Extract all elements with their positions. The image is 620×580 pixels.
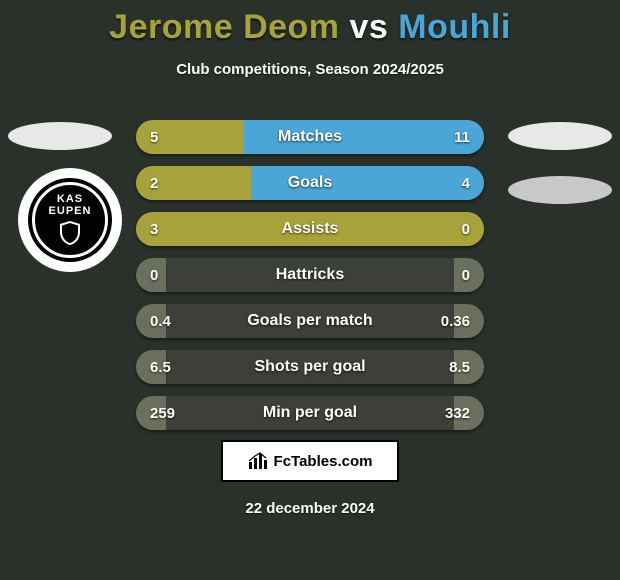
stat-row-cap-right xyxy=(454,258,484,292)
title-player1: Jerome Deom xyxy=(109,8,339,46)
stat-row-cap-right xyxy=(454,350,484,384)
infographic-container: Jerome Deom vs Mouhli Club competitions,… xyxy=(0,0,620,580)
stat-row: Min per goal259332 xyxy=(136,396,484,430)
stat-row-fill-player1 xyxy=(136,166,251,200)
title-vs: vs xyxy=(350,8,389,46)
stat-row: Shots per goal6.58.5 xyxy=(136,350,484,384)
player2-club-placeholder xyxy=(508,176,612,204)
stat-row-cap-right xyxy=(454,396,484,430)
stat-row-fill-player1 xyxy=(136,120,244,154)
stat-row-bg xyxy=(136,304,484,338)
title-player2: Mouhli xyxy=(398,8,511,46)
stat-row-fill-player2 xyxy=(244,120,484,154)
stat-row-cap-left xyxy=(136,396,166,430)
stat-row-cap-left xyxy=(136,350,166,384)
stat-row-fill-player2 xyxy=(251,166,484,200)
footer-brand-text: FcTables.com xyxy=(274,453,373,470)
stat-row-cap-right xyxy=(454,304,484,338)
bar-chart-icon xyxy=(248,452,268,470)
shield-icon xyxy=(58,220,82,246)
title: Jerome Deom vs Mouhli xyxy=(0,0,620,47)
club-badge-inner: KAS EUPEN xyxy=(28,178,112,262)
stat-row: Matches511 xyxy=(136,120,484,154)
footer-brand-box: FcTables.com xyxy=(221,440,399,482)
stat-row: Goals per match0.40.36 xyxy=(136,304,484,338)
stat-row: Assists30 xyxy=(136,212,484,246)
stat-row-cap-left xyxy=(136,258,166,292)
club-badge-line2: EUPEN xyxy=(49,206,92,218)
player1-avatar-placeholder xyxy=(8,122,112,150)
stat-row-cap-left xyxy=(136,304,166,338)
player1-club-badge: KAS EUPEN xyxy=(18,168,122,272)
stat-row-bg xyxy=(136,396,484,430)
subtitle: Club competitions, Season 2024/2025 xyxy=(0,61,620,78)
stat-row-bg xyxy=(136,258,484,292)
stats-rows: Matches511 Goals24 Assists30 Hattricks00 Goa… xyxy=(136,120,484,442)
date-text: 22 december 2024 xyxy=(0,500,620,517)
player2-avatar-placeholder xyxy=(508,122,612,150)
stat-row: Goals24 xyxy=(136,166,484,200)
stat-row-bg xyxy=(136,350,484,384)
stat-row-fill-player1 xyxy=(136,212,484,246)
stat-row: Hattricks00 xyxy=(136,258,484,292)
